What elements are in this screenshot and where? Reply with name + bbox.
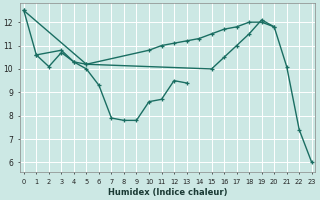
X-axis label: Humidex (Indice chaleur): Humidex (Indice chaleur) [108,188,228,197]
